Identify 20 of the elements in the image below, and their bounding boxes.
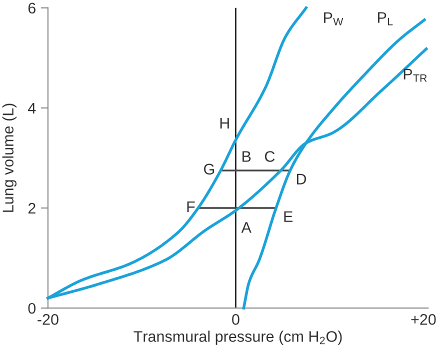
x-tick-label: 0 xyxy=(232,314,240,325)
annotation: F xyxy=(187,201,195,212)
series-label: P$_{L}$ xyxy=(378,12,393,26)
y-tick-label: 0 xyxy=(28,302,36,314)
x-tick-label: +20 xyxy=(411,314,436,325)
annotation: H xyxy=(220,118,229,128)
x-axis-title: Transmural pressure (cm H$_{2}$O) xyxy=(134,330,342,345)
series-label: P$_{TR}$ xyxy=(404,68,427,82)
y-tick-label: 2 xyxy=(28,202,36,214)
annotation: C xyxy=(264,151,275,162)
x-tick-label: -20 xyxy=(38,314,58,325)
series-label: P$_{W}$ xyxy=(324,12,344,26)
annotation: D xyxy=(296,174,306,184)
y-tick-label: 4 xyxy=(28,102,36,114)
y-axis-title: Lung volume (L) xyxy=(2,104,17,212)
annotation: G xyxy=(204,164,214,175)
y-tick-label: 6 xyxy=(28,2,36,14)
annotation: E xyxy=(284,211,293,222)
annotation: B xyxy=(242,151,251,162)
annotation: A xyxy=(241,222,252,233)
